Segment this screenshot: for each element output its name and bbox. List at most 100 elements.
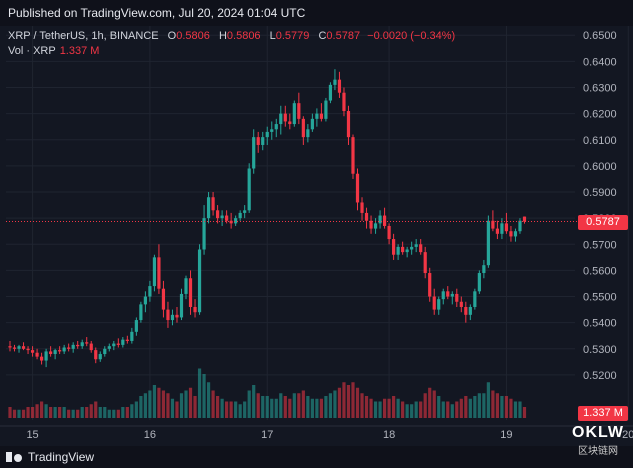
x-tick-label: 20: [622, 429, 633, 441]
candle-body: [216, 210, 220, 219]
candle-body: [486, 220, 490, 266]
x-tick-label: 17: [261, 429, 273, 441]
volume-bar: [401, 401, 405, 418]
volume-bar: [134, 401, 138, 418]
volume-bar: [21, 409, 26, 418]
volume-bar: [346, 385, 351, 418]
candle-body: [225, 215, 229, 221]
candle-body: [369, 220, 373, 229]
candle-body: [17, 346, 21, 349]
y-tick-label: 0.5500: [583, 292, 617, 304]
volume-bar: [324, 396, 328, 418]
volume-bar: [491, 390, 495, 418]
tradingview-brand[interactable]: TradingView: [6, 450, 94, 464]
candle-body: [491, 220, 495, 229]
volume-bar: [26, 407, 30, 418]
candle-body: [261, 137, 265, 145]
candle-body: [477, 273, 481, 292]
volume-bar: [121, 407, 125, 418]
candle-body: [39, 356, 44, 361]
volume-bar: [504, 396, 509, 418]
candle-body: [342, 92, 346, 112]
candle-body: [121, 339, 125, 345]
candle-body: [62, 347, 66, 352]
volume-value: 1.337 M: [59, 45, 100, 57]
volume-bar: [373, 401, 378, 418]
candle-body: [98, 354, 102, 360]
candle-body: [229, 220, 233, 224]
volume-bar: [103, 407, 107, 418]
candle-body: [265, 131, 269, 138]
candle-body: [351, 137, 355, 174]
volume-legend: Vol · XRP 1.337 M: [8, 45, 99, 57]
candle-body: [53, 350, 57, 355]
volume-bar: [175, 401, 179, 418]
symbol-label[interactable]: XRP / TetherUS, 1h, BINANCE: [8, 30, 159, 42]
candle-body: [274, 124, 278, 130]
volume-bar: [166, 393, 170, 418]
volume-bar: [428, 387, 432, 418]
y-tick-label: 0.5300: [583, 344, 617, 356]
candle-body: [446, 291, 450, 297]
y-tick-label: 0.6000: [583, 161, 617, 173]
volume-bar: [328, 393, 333, 418]
candle-body: [292, 103, 296, 125]
watermark: OKLW 区块链网: [567, 424, 629, 466]
candle-body: [206, 197, 211, 219]
candle-body: [202, 218, 206, 250]
volume-bar: [71, 409, 75, 418]
candle-body: [513, 231, 518, 237]
candle-body: [188, 278, 193, 307]
volume-label[interactable]: Vol · XRP: [8, 45, 56, 57]
volume-bar: [184, 390, 188, 418]
volume-bar: [202, 374, 206, 418]
candle-body: [161, 288, 166, 310]
volume-bar: [410, 404, 414, 418]
candle-body: [184, 278, 188, 294]
candle-body: [437, 299, 441, 310]
volume-bar: [441, 401, 445, 418]
volume-bar: [197, 368, 202, 418]
candle-body: [71, 344, 75, 349]
candle-body: [518, 220, 522, 232]
volume-bar: [130, 404, 134, 418]
volume-bar: [170, 398, 175, 418]
candle-body: [495, 228, 500, 234]
candle-body: [459, 301, 463, 307]
candle-body: [378, 215, 382, 224]
volume-bar: [382, 398, 387, 418]
candle-body: [500, 223, 504, 234]
candle-body: [80, 342, 84, 347]
candle-body: [315, 113, 319, 119]
volume-bar: [247, 390, 251, 418]
volume-bar: [98, 407, 102, 418]
candle-body: [373, 223, 378, 229]
candle-body: [85, 342, 89, 344]
volume-bar: [67, 409, 71, 418]
watermark-title: OKLW: [572, 424, 624, 441]
candle-body: [382, 215, 387, 226]
volume-bar: [288, 398, 292, 418]
volume-bar: [364, 396, 369, 418]
volume-bar: [283, 396, 287, 418]
candle-body: [405, 249, 409, 253]
candle-body: [30, 350, 35, 353]
candle-body: [473, 291, 477, 307]
candle-body: [179, 293, 184, 318]
candle-body: [450, 293, 454, 297]
candle-body: [288, 121, 292, 125]
volume-bar: [518, 401, 522, 418]
x-tick-label: 18: [383, 429, 395, 441]
volume-bar: [35, 404, 39, 418]
low-value: 0.5779: [275, 30, 310, 42]
published-bar: Published on TradingView.com, Jul 20, 20…: [0, 0, 633, 26]
change-value: −0.0020 (−0.34%): [367, 30, 456, 42]
candle-body: [170, 314, 175, 321]
volume-bar: [450, 404, 454, 418]
candle-body: [441, 291, 445, 300]
open-label: O: [167, 30, 177, 42]
volume-bar: [76, 409, 80, 418]
volume-bar: [256, 393, 260, 418]
volume-bar: [378, 401, 382, 418]
